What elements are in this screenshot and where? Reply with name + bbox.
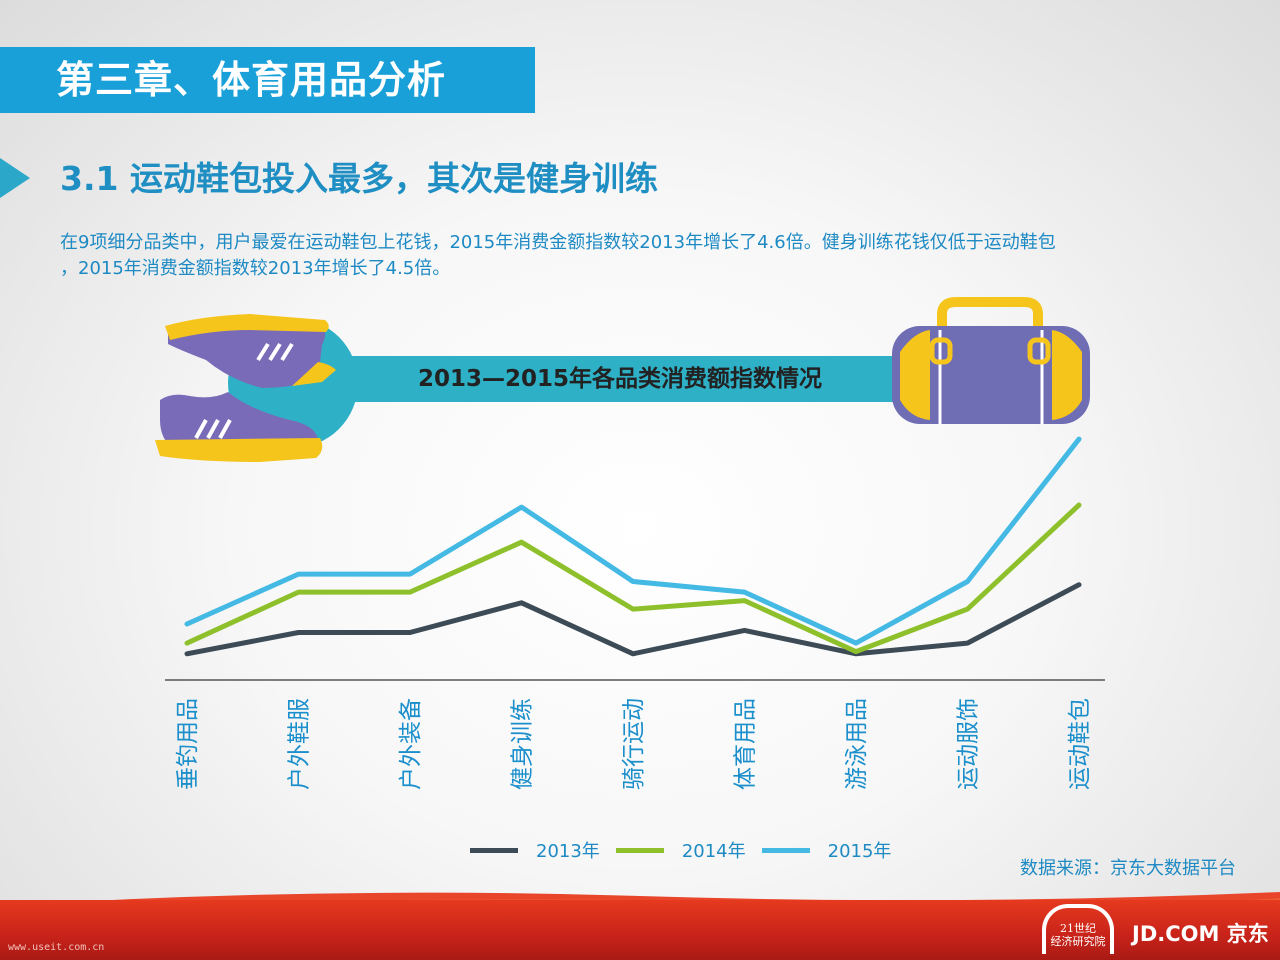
legend-item-2014: 2014年 [615, 837, 746, 863]
legend-label-2013: 2013年 [536, 841, 600, 862]
sneakers-icon [155, 314, 336, 462]
data-point-2013年-健身训练 [519, 600, 524, 605]
series-layer [184, 436, 1082, 657]
section-description: 在9项细分品类中，用户最爱在运动鞋包上花钱，2015年消费金额指数较2013年增… [60, 230, 1230, 282]
x-tick-label: 户外装备 [398, 698, 424, 790]
data-point-2015年-户外装备 [408, 572, 412, 577]
data-point-2014年-户外装备 [408, 590, 412, 595]
description-line-1: 在9项细分品类中，用户最爱在运动鞋包上花钱，2015年消费金额指数较2013年增… [60, 232, 1056, 253]
section-title: 3.1 运动鞋包投入最多，其次是健身训练 [60, 159, 658, 198]
legend-label-2014: 2014年 [681, 841, 746, 862]
logo-21-line-2: 经济研究院 [1050, 935, 1106, 948]
logo-21-arc-icon [1042, 904, 1114, 954]
chart-title-banner [330, 356, 910, 402]
logo-21-text: 21世纪 经济研究院 [1048, 922, 1108, 948]
logo-21-line-1: 21世纪 [1060, 922, 1096, 935]
x-tick-label: 户外鞋服 [287, 698, 313, 790]
tick-labels: 垂钓用品 户外鞋服 户外装备 健身训练 骑行运动 体育用品 游泳用品 运动服饰 运动鞋包 [175, 698, 1093, 790]
watermark: www.useit.com.cn [8, 942, 105, 953]
x-tick-label: 游泳用品 [844, 698, 870, 790]
data-point-2014年-游泳用品 [854, 649, 858, 654]
legend-swatch-2013 [470, 847, 518, 853]
x-tick-label: 运动鞋包 [1067, 698, 1093, 790]
data-point-2013年-户外装备 [408, 630, 412, 635]
chapter-header-bar [0, 47, 535, 113]
data-point-2015年-游泳用品 [854, 641, 858, 646]
series-line-2014年 [184, 502, 1082, 655]
sports-bag-icon [892, 297, 1090, 424]
series-line-2015年 [184, 436, 1082, 646]
x-tick-label: 体育用品 [733, 698, 759, 790]
data-point-2013年-运动服饰 [965, 641, 970, 646]
data-point-2014年-体育用品 [742, 598, 747, 603]
data-point-2014年-骑行运动 [631, 607, 635, 612]
data-point-2014年-垂钓用品 [185, 641, 189, 646]
data-point-2013年-体育用品 [742, 628, 747, 633]
data-point-2014年-户外鞋服 [296, 590, 301, 595]
data-point-2014年-健身训练 [519, 540, 524, 545]
chart-title: 2013—2015年各品类消费额指数情况 [417, 366, 823, 392]
jd-logo: JD.COM 京东 [1132, 922, 1269, 946]
legend-swatch-2014 [615, 847, 664, 853]
legend-item-2015: 2015年 [761, 837, 892, 863]
x-tick-label: 健身训练 [510, 698, 536, 790]
data-point-2013年-骑行运动 [631, 651, 635, 656]
data-point-2013年-户外鞋服 [296, 630, 301, 635]
description-line-2: ，2015年消费金额指数较2013年增长了4.5倍。 [60, 258, 451, 279]
chart-legend: 2013年 2014年 2015年 [470, 836, 907, 864]
data-point-2014年-运动鞋包 [1077, 503, 1081, 507]
legend-item-2013: 2013年 [470, 837, 600, 863]
x-tick-label: 骑行运动 [621, 698, 647, 790]
data-point-2015年-骑行运动 [631, 579, 635, 584]
data-point-2015年-运动服饰 [965, 579, 970, 584]
data-point-2015年-户外鞋服 [296, 572, 301, 577]
data-point-2014年-运动服饰 [965, 607, 970, 612]
data-point-2015年-体育用品 [742, 590, 747, 595]
x-tick-label: 运动服饰 [956, 698, 982, 790]
legend-label-2015: 2015年 [827, 841, 892, 862]
data-point-2015年-运动鞋包 [1077, 437, 1081, 442]
legend-swatch-2015 [761, 847, 810, 853]
data-point-2013年-垂钓用品 [185, 651, 189, 656]
data-source: 数据来源：京东大数据平台 [1020, 858, 1236, 879]
section-arrow-icon [0, 158, 30, 198]
data-point-2015年-健身训练 [519, 505, 524, 510]
chapter-title: 第三章、体育用品分析 [56, 58, 447, 102]
x-tick-label: 垂钓用品 [175, 698, 201, 790]
data-point-2013年-运动鞋包 [1077, 582, 1081, 587]
data-point-2015年-垂钓用品 [185, 622, 189, 626]
